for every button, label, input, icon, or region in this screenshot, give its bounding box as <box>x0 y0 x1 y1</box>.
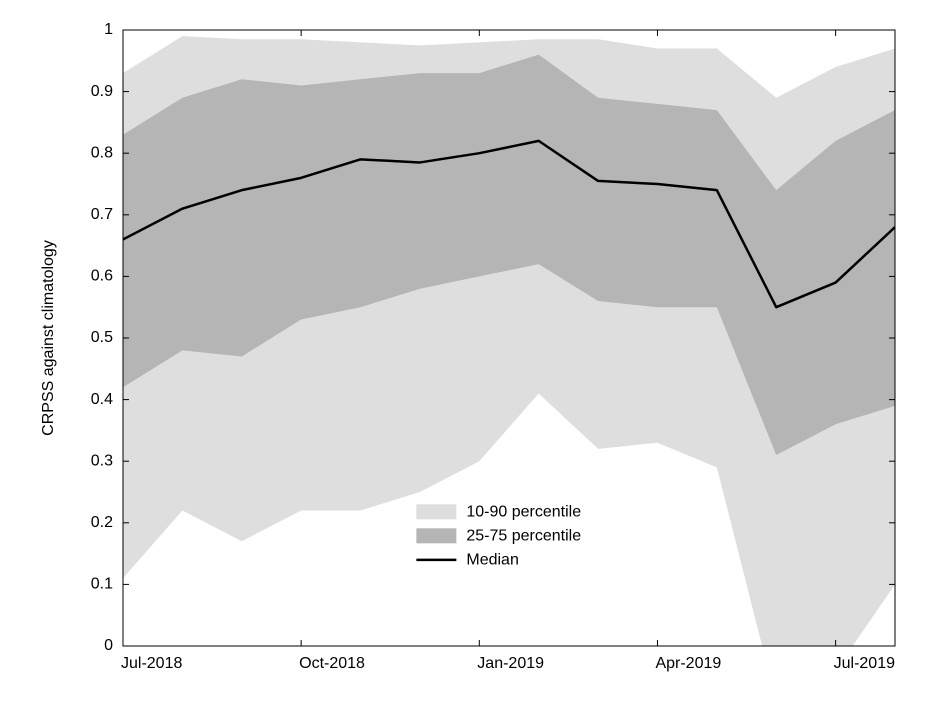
chart-svg: 0 0.1 0.2 0.3 0.4 0.5 0.6 0.7 0.8 0.9 1 Jul-2018 Oct… <box>0 0 945 709</box>
chart-container: 0 0.1 0.2 0.3 0.4 0.5 0.6 0.7 0.8 0.9 1 Jul-2018 Oct… <box>0 0 945 709</box>
ytick-label: 0.3 <box>91 452 113 469</box>
ytick-label: 0.1 <box>91 576 113 593</box>
legend-label: Median <box>466 551 518 568</box>
ytick-label: 0.2 <box>91 514 113 531</box>
legend-label: 25-75 percentile <box>466 527 581 544</box>
ytick-label: 0.4 <box>91 391 113 408</box>
legend-swatch <box>416 504 456 519</box>
xtick-label: Jul-2018 <box>121 655 182 672</box>
ytick-label: 0.8 <box>91 144 113 161</box>
xtick-label: Jul-2019 <box>834 655 895 672</box>
legend: 10-90 percentile 25-75 percentile Median <box>416 503 581 568</box>
legend-label: 10-90 percentile <box>466 503 581 520</box>
ytick-label: 0 <box>104 637 113 654</box>
xtick-label: Apr-2019 <box>655 655 721 672</box>
y-axis-label: CRPSS against climatology <box>40 240 57 436</box>
xtick-label: Oct-2018 <box>299 655 365 672</box>
ytick-label: 0.9 <box>91 83 113 100</box>
ytick-label: 0.6 <box>91 268 113 285</box>
ytick-label: 1 <box>104 21 113 38</box>
legend-swatch <box>416 528 456 543</box>
xtick-label: Jan-2019 <box>477 655 544 672</box>
ytick-label: 0.7 <box>91 206 113 223</box>
ytick-label: 0.5 <box>91 329 113 346</box>
